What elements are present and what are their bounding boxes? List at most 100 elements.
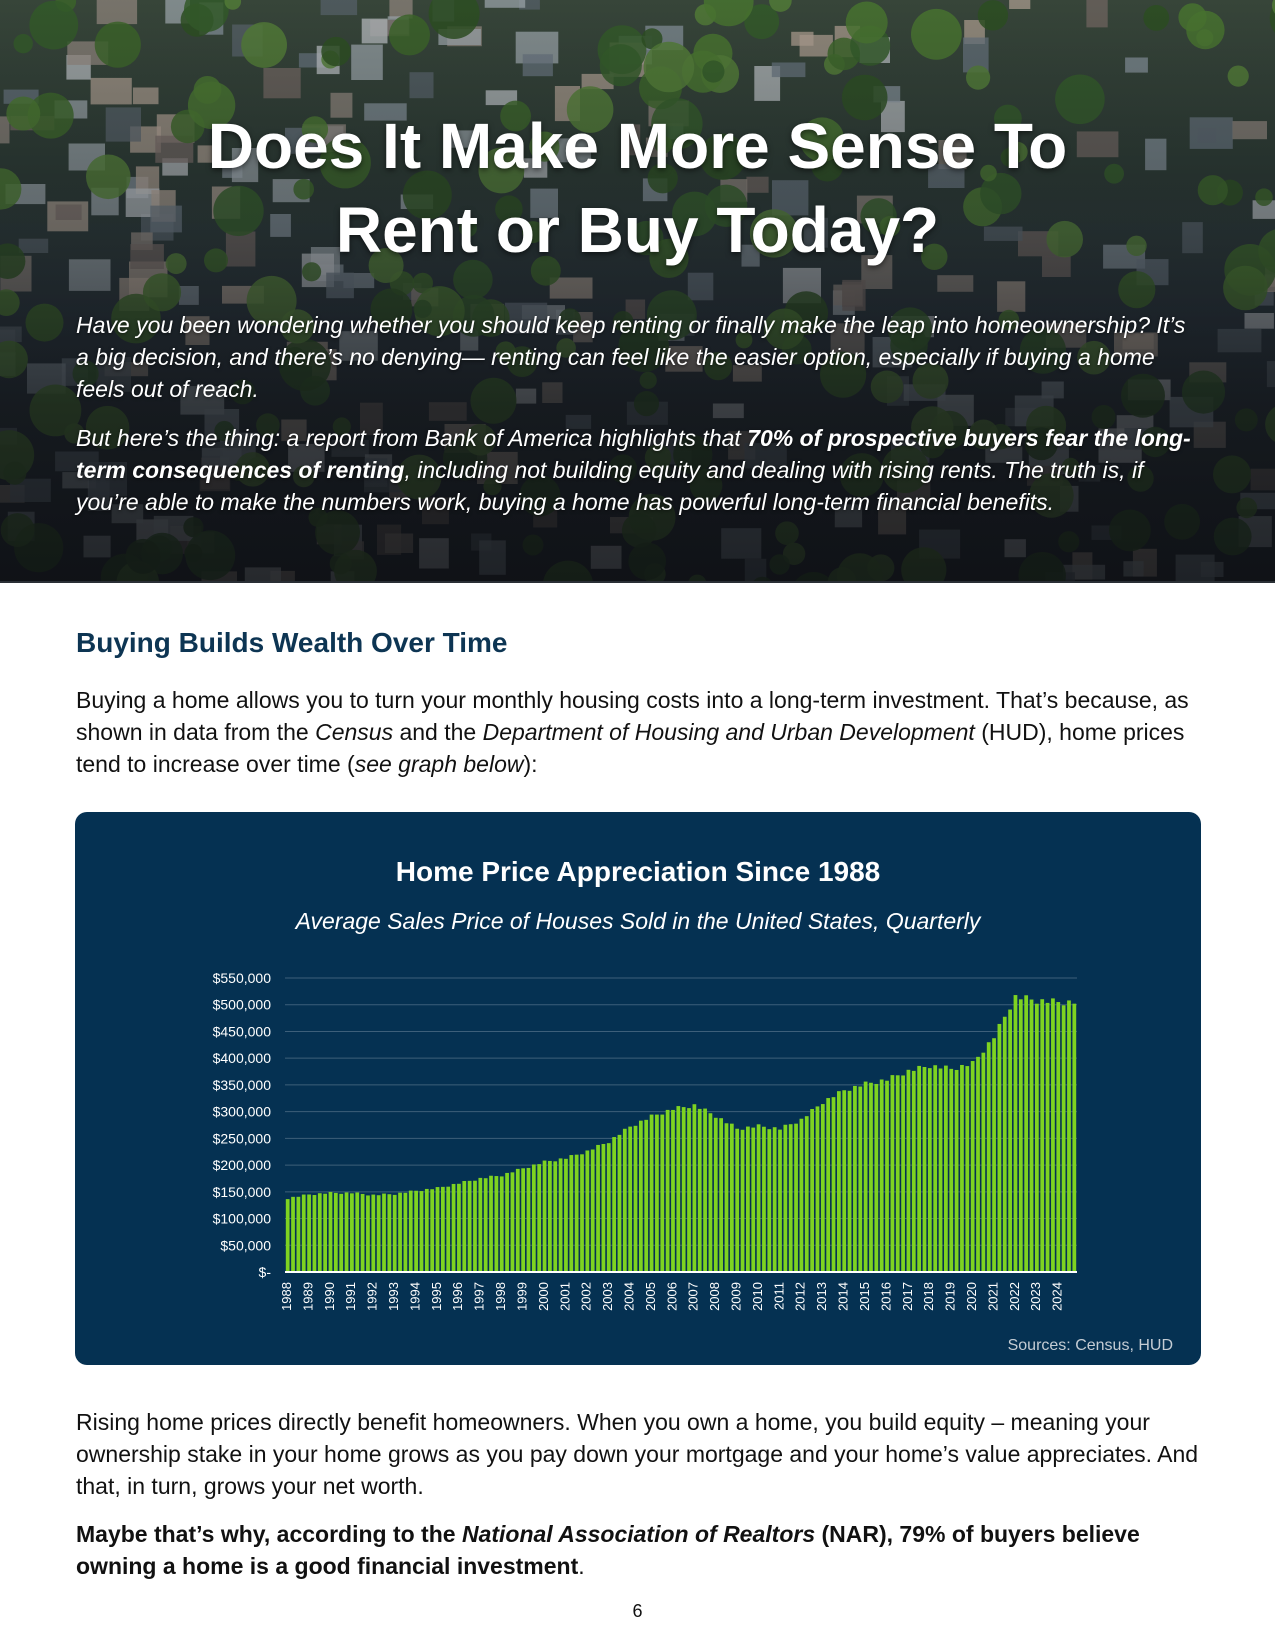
chart-bar [703, 1108, 707, 1272]
x-tick-label: 2004 [622, 1282, 637, 1311]
chart-bar [392, 1194, 397, 1272]
chart-bar [457, 1183, 461, 1272]
chart-bar [569, 1155, 574, 1272]
x-tick-label: 2007 [686, 1282, 701, 1311]
chart-subtitle: Average Sales Price of Houses Sold in th… [295, 908, 981, 934]
x-tick-label: 2017 [900, 1282, 915, 1311]
chart-bar [301, 1194, 306, 1272]
see-graph-note: see graph below [354, 751, 524, 777]
chart-bar [628, 1126, 633, 1272]
chart-bar [1029, 999, 1034, 1272]
chart-bar [692, 1104, 697, 1272]
chart-bar [986, 1042, 991, 1272]
wealth-intro-text-1: Buying a home allows you to turn your mo… [76, 687, 1189, 745]
chart-bar [398, 1192, 402, 1272]
chart-bar [638, 1120, 643, 1272]
chart-bar [708, 1113, 713, 1272]
y-tick-label: $500,000 [213, 997, 272, 1013]
x-tick-label: 1997 [472, 1282, 487, 1311]
chart-bar [494, 1176, 499, 1272]
chart-bar [531, 1164, 536, 1272]
y-tick-label: $350,000 [213, 1077, 272, 1093]
chart-bar [970, 1061, 975, 1272]
hero-overlay [0, 0, 1275, 581]
chart-bar [724, 1123, 729, 1272]
x-tick-label: 2024 [1050, 1282, 1065, 1311]
chart-bar [895, 1075, 900, 1272]
chart-bar [478, 1177, 483, 1272]
chart-bar [767, 1129, 772, 1272]
chart-bar [505, 1172, 509, 1272]
chart-bar [333, 1192, 338, 1272]
chart-bar [590, 1149, 595, 1272]
x-tick-label: 2015 [857, 1282, 872, 1311]
chart-bar [799, 1118, 804, 1272]
chart-bar [649, 1114, 654, 1272]
chart-bar [558, 1158, 563, 1272]
chart-bar [1061, 1005, 1066, 1272]
y-tick-label: $200,000 [213, 1157, 272, 1173]
chart-bar [350, 1193, 354, 1272]
wealth-intro-paragraph: Buying a home allows you to turn your mo… [76, 684, 1206, 780]
chart-bar [1040, 999, 1045, 1272]
chart-bar [927, 1068, 932, 1272]
chart-bar [815, 1106, 820, 1272]
x-tick-label: 2001 [557, 1282, 572, 1311]
chart-bar [553, 1161, 558, 1272]
chart-bar [440, 1186, 445, 1272]
hero-bank-of-america-paragraph: But here’s the thing: a report from Bank… [76, 422, 1196, 518]
page-title: Does It Make More Sense To Rent or Buy T… [0, 104, 1275, 272]
chart-bar [328, 1191, 333, 1272]
x-tick-label: 2018 [921, 1282, 936, 1311]
chart-bar [1008, 1009, 1012, 1272]
chart-bar [537, 1164, 542, 1272]
chart-bar [778, 1129, 782, 1272]
chart-title: Home Price Appreciation Since 1988 [395, 856, 881, 887]
chart-bar [804, 1116, 809, 1272]
chart-bar [938, 1068, 943, 1272]
chart-bar [467, 1180, 472, 1272]
chart-bar [1018, 999, 1023, 1272]
chart-bar [574, 1154, 579, 1272]
chart-bar [339, 1193, 344, 1272]
chart-bar [483, 1178, 488, 1272]
page-title-line-2: Rent or Buy Today? [335, 194, 940, 266]
chart-bar [1072, 1003, 1077, 1272]
chart-bar [981, 1052, 986, 1272]
chart-bar [681, 1107, 686, 1272]
chart-bar [323, 1193, 328, 1272]
chart-bar [489, 1175, 493, 1272]
x-tick-label: 2008 [707, 1282, 722, 1311]
hero-para2-start: But here’s the thing: a report from Bank… [76, 425, 748, 451]
chart-bar [644, 1119, 649, 1272]
x-tick-label: 1998 [493, 1282, 508, 1311]
chart-bar [890, 1075, 895, 1272]
chart-bar [601, 1143, 606, 1272]
y-tick-label: $300,000 [213, 1104, 272, 1120]
chart-bar [719, 1118, 724, 1272]
chart-bar [863, 1081, 868, 1272]
x-tick-label: 1993 [386, 1282, 401, 1311]
chart-bar [965, 1066, 970, 1272]
x-tick-label: 1994 [407, 1282, 422, 1311]
x-tick-label: 2023 [1028, 1282, 1043, 1311]
chart-bar [633, 1125, 638, 1272]
chart-bar [810, 1109, 814, 1272]
chart-bar [526, 1167, 531, 1272]
chart-bar [451, 1183, 456, 1272]
chart-bar [713, 1117, 718, 1272]
hud-mention: Department of Housing and Urban Developm… [482, 719, 975, 745]
chart-bar [671, 1109, 675, 1272]
chart-bar [403, 1192, 408, 1272]
chart-bar [869, 1082, 873, 1272]
chart-bar [885, 1080, 889, 1272]
chart-bar [317, 1193, 322, 1272]
chart-bar [387, 1194, 392, 1272]
chart-bar [414, 1190, 418, 1272]
wealth-intro-text-2: and the [393, 719, 483, 745]
chart-bar [826, 1098, 831, 1272]
y-tick-label: $550,000 [213, 970, 272, 986]
chart-bar [655, 1114, 659, 1272]
y-tick-label: $400,000 [213, 1050, 272, 1066]
x-tick-label: 1989 [300, 1282, 315, 1311]
